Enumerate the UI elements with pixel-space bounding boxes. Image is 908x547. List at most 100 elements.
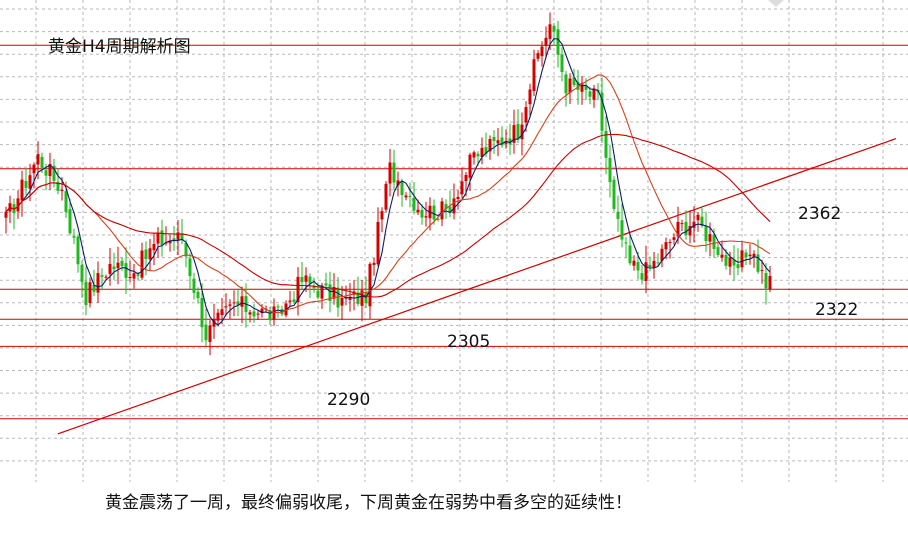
candle-body-180 — [724, 255, 728, 266]
candle-body-20 — [84, 281, 88, 306]
candle-body-185 — [744, 252, 748, 258]
candle-body-75 — [304, 275, 308, 282]
candle-body-140 — [564, 74, 568, 94]
candle-body-10 — [44, 170, 48, 176]
candle-body-157 — [632, 260, 636, 266]
candle-body-155 — [624, 242, 628, 244]
candle-body-18 — [76, 236, 80, 265]
candle-body-55 — [224, 306, 228, 308]
candle-body-52 — [212, 319, 216, 327]
candle-body-166 — [668, 242, 672, 243]
candle-body-189 — [760, 270, 764, 272]
candle-body-100 — [404, 195, 408, 198]
candle-body-11 — [48, 164, 52, 177]
grid — [0, 0, 908, 482]
candle-body-156 — [628, 245, 632, 264]
candle-body-150 — [604, 131, 608, 158]
candle-body-164 — [660, 248, 664, 261]
candle-body-132 — [532, 59, 536, 91]
candle-body-22 — [92, 285, 96, 292]
candle-body-3 — [16, 198, 20, 212]
candle-body-31 — [128, 277, 132, 278]
candle-body-63 — [256, 313, 260, 315]
candle-body-143 — [576, 82, 580, 90]
candle-body-70 — [284, 303, 288, 316]
candle-body-126 — [508, 138, 512, 145]
candle-body-78 — [316, 290, 320, 298]
candle-body-98 — [396, 180, 400, 186]
candle-body-144 — [580, 82, 584, 92]
trendline-group — [57, 138, 897, 435]
candle-body-122 — [492, 137, 496, 141]
candle-body-103 — [416, 209, 420, 213]
candle-body-80 — [324, 283, 328, 286]
candle-body-135 — [544, 37, 548, 46]
candle-body-79 — [320, 285, 324, 299]
candle-body-109 — [440, 201, 444, 220]
candle-body-67 — [272, 306, 276, 320]
candle-body-101 — [408, 195, 412, 197]
candle-body-127 — [512, 125, 516, 143]
candle-body-73 — [296, 276, 300, 303]
candle-body-30 — [124, 263, 128, 278]
candle-body-8 — [36, 154, 40, 165]
candle-body-142 — [572, 77, 576, 85]
candle-body-178 — [716, 247, 720, 255]
ma-line-MA-fast — [5, 38, 771, 326]
candle-body-177 — [712, 234, 716, 249]
candle-body-71 — [288, 300, 292, 302]
candle-body-47 — [192, 278, 196, 293]
candle-body-92 — [372, 262, 376, 265]
candle-body-4 — [20, 179, 24, 201]
candle-body-93 — [376, 222, 380, 265]
candle-body-125 — [504, 141, 508, 144]
candle-body-168 — [676, 221, 680, 237]
candle-body-113 — [456, 196, 460, 199]
candle-body-171 — [688, 226, 692, 236]
chart-caption: 黄金震荡了一周，最终偏弱收尾，下周黄金在弱势中看多空的延续性！ — [105, 493, 632, 513]
candle-body-36 — [148, 248, 152, 260]
candle-body-124 — [500, 137, 504, 146]
candle-body-136 — [548, 24, 552, 39]
candle-body-99 — [400, 181, 404, 196]
candle-body-170 — [684, 221, 688, 235]
candle-body-187 — [752, 253, 756, 258]
candle-body-138 — [556, 29, 560, 55]
candle-body-123 — [496, 140, 500, 144]
trendline-rising-support — [57, 138, 897, 435]
candle-body-58 — [236, 301, 240, 306]
candle-body-89 — [360, 290, 364, 306]
candle-body-29 — [120, 260, 124, 266]
candle-body-191 — [768, 276, 772, 290]
candle-body-25 — [104, 276, 108, 278]
candle-body-158 — [636, 262, 640, 271]
candle-body-81 — [328, 284, 332, 301]
candle-body-5 — [24, 181, 28, 188]
candle-body-17 — [72, 236, 76, 238]
candle-body-26 — [108, 264, 112, 274]
ma-line-MA-slow — [5, 133, 771, 298]
candle-body-35 — [144, 249, 148, 259]
candle-body-12 — [52, 165, 56, 181]
candle-body-23 — [96, 273, 100, 293]
candle-body-53 — [216, 312, 220, 321]
candle-body-167 — [672, 237, 676, 240]
candle-body-129 — [520, 124, 524, 140]
level-label-2290: 2290 — [327, 390, 370, 410]
candle-body-182 — [732, 259, 736, 266]
candle-body-97 — [392, 162, 396, 183]
candle-body-54 — [220, 309, 224, 315]
candle-body-44 — [180, 233, 184, 240]
candle-body-184 — [740, 250, 744, 268]
candle-body-115 — [464, 175, 468, 181]
candle-body-169 — [680, 223, 684, 225]
candles — [4, 12, 772, 356]
candle-body-94 — [380, 211, 384, 220]
candle-body-62 — [252, 311, 256, 317]
candle-body-108 — [436, 218, 440, 220]
candle-body-116 — [468, 154, 472, 178]
candle-body-84 — [340, 297, 344, 306]
candle-body-95 — [384, 183, 388, 210]
